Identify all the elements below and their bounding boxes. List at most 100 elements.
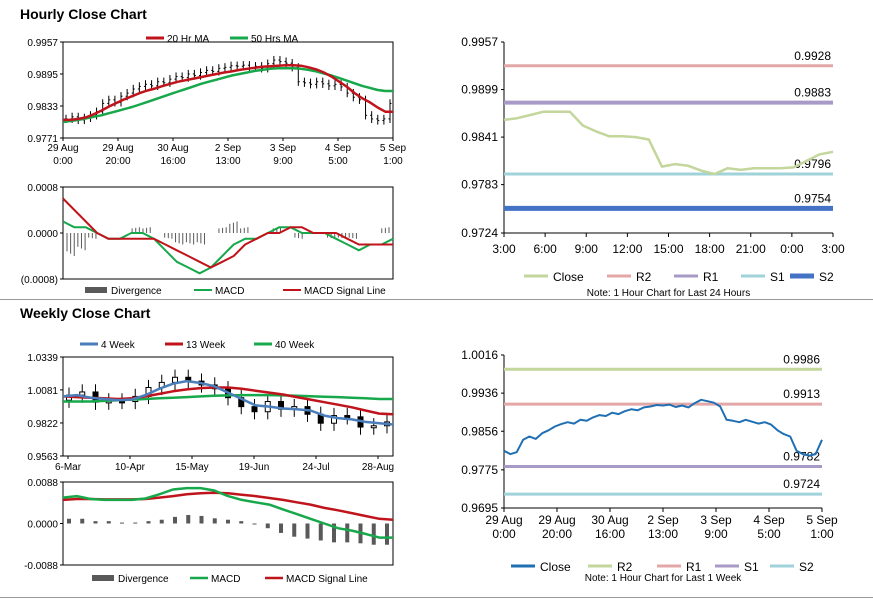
hourly-price-ytick-label: 0.9895	[27, 70, 58, 81]
hourly_levels-ytick-label: 0.9899	[461, 83, 498, 97]
weekly-price-ytick-label: 0.9822	[27, 419, 58, 430]
hourly-20hr-ma-line	[63, 63, 393, 122]
weekly-macd-ytick-label: 0.0000	[27, 520, 58, 531]
hourly_levels-xtick-label: 6:00	[533, 242, 557, 256]
hourly_levels-xtick-label: 3:00	[821, 242, 845, 256]
legend-13-week-label: 13 Week	[186, 340, 226, 351]
weekly-price-xtick-label: 10-Apr	[115, 462, 146, 473]
legend-50hr-ma-label: 50 Hrs MA	[251, 34, 299, 45]
hourly_levels-ytick-label: 0.9841	[461, 130, 498, 144]
legend-weekly-divergence-swatch	[92, 575, 114, 581]
weekly-4-week-line	[62, 379, 394, 426]
hourly-price-xtick-label: 1:00	[383, 156, 403, 167]
hourly-price-ytick-label: 0.9957	[27, 38, 58, 49]
weekly-price-plot	[62, 356, 394, 457]
hourly-macd-line	[62, 220, 394, 275]
legend-hourly-divergence-swatch	[85, 287, 107, 293]
weekly-candle-body	[251, 406, 258, 413]
weekly_levels-r1-value: 0.9913	[783, 387, 820, 401]
weekly_levels-s2-value: 0.9724	[783, 477, 820, 491]
hourly-price-xtick-label: 16:00	[160, 156, 185, 167]
weekly_levels-xtick-label: 3 Sep	[700, 513, 732, 527]
weekly-divergence-bar	[186, 515, 191, 524]
weekly-divergence-bar	[120, 522, 124, 524]
weekly-divergence-bar	[80, 518, 85, 524]
hourly_levels-r2-value: 0.9928	[794, 49, 831, 63]
weekly_levels-note: Note: 1 Hour Chart for Last 1 Week	[585, 573, 743, 584]
weekly_levels-xtick-label: 29 Aug	[538, 513, 575, 527]
weekly_levels-ytick-label: 0.9856	[461, 424, 498, 438]
hourly_levels-legend-r2-label: R2	[636, 270, 652, 284]
hourly-price-xtick-label: 13:00	[215, 156, 240, 167]
weekly_levels-xtick-label: 30 Aug	[591, 513, 628, 527]
hourly-price-xtick-label: 0:00	[53, 156, 73, 167]
hourly-section-title: Hourly Close Chart	[20, 6, 147, 22]
legend-40-week-label: 40 Week	[275, 340, 315, 351]
weekly_levels-xtick-label: 13:00	[648, 527, 678, 541]
hourly-price-xtick-label: 5 Sep	[380, 143, 407, 154]
hourly-price-xtick-label: 3 Sep	[270, 143, 297, 154]
hourly_levels-r1-value: 0.9883	[794, 86, 831, 100]
hourly-price-xtick-label: 2 Sep	[215, 143, 242, 154]
weekly-divergence-bar	[93, 521, 98, 524]
weekly-price-xtick-label: 24-Jul	[302, 462, 329, 473]
weekly-candle-body	[331, 415, 337, 424]
legend-hourly-divergence-label: Divergence	[111, 286, 162, 297]
hourly-price-xtick-label: 5:00	[328, 156, 348, 167]
weekly-divergence-bar	[305, 523, 310, 539]
weekly_levels-xtick-label: 2 Sep	[647, 513, 679, 527]
legend-weekly-divergence-label: Divergence	[118, 574, 169, 585]
hourly_levels-xtick-label: 21:00	[736, 242, 766, 256]
hourly_levels-xtick-label: 0:00	[780, 242, 804, 256]
weekly_levels-legend-s2-label: S2	[799, 560, 814, 574]
hourly_levels-xtick-label: 18:00	[695, 242, 725, 256]
weekly-divergence-bar	[371, 523, 376, 545]
weekly-divergence-bar	[67, 518, 71, 524]
weekly-macd-ytick-label: -0.0088	[24, 561, 58, 572]
hourly-price-xtick-label: 4 Sep	[325, 143, 352, 154]
weekly_levels-xtick-label: 1:00	[810, 527, 834, 541]
hourly_levels-s1-value: 0.9796	[794, 157, 831, 171]
legend-weekly-macd-label: MACD	[211, 574, 240, 585]
hourly_levels-ytick-label: 0.9783	[461, 178, 498, 192]
hourly-price-ytick-label: 0.9833	[27, 102, 58, 113]
weekly-macd-ytick-label: 0.0088	[27, 478, 58, 489]
weekly_levels-xtick-label: 9:00	[704, 527, 728, 541]
weekly-divergence-bar	[199, 515, 204, 524]
legend-hourly-signal-label: MACD Signal Line	[304, 286, 386, 297]
legend-weekly-signal-label: MACD Signal Line	[286, 574, 368, 585]
hourly_levels-xtick-label: 9:00	[575, 242, 599, 256]
weekly-divergence-bar	[345, 523, 350, 543]
hourly-macd-ytick-label: 0.0000	[27, 229, 58, 240]
hourly_levels-xtick-label: 15:00	[653, 242, 683, 256]
hourly_levels-xtick-label: 12:00	[612, 242, 642, 256]
weekly_levels-xtick-label: 20:00	[542, 527, 572, 541]
hourly_levels-legend-r1-label: R1	[703, 270, 719, 284]
weekly_levels-r2-value: 0.9986	[783, 352, 820, 366]
weekly-price-xtick-label: 6-Mar	[55, 462, 82, 473]
weekly_levels-xtick-label: 5:00	[757, 527, 781, 541]
weekly_levels-ytick-label: 0.9936	[461, 386, 498, 400]
hourly_levels-close-line	[503, 110, 834, 176]
weekly_levels-xtick-label: 16:00	[595, 527, 625, 541]
hourly-price-plot	[62, 41, 394, 139]
weekly-macd-line	[62, 486, 393, 539]
weekly-candle-body	[370, 425, 377, 429]
hourly-macd-plot	[62, 186, 394, 280]
hourly_levels-s2-value: 0.9754	[794, 191, 831, 205]
hourly-price-xtick-label: 30 Aug	[157, 143, 188, 154]
weekly_levels-close-line	[503, 398, 823, 457]
hourly-macd-ytick-label: (0.0008)	[21, 275, 58, 286]
legend-4-week-label: 4 Week	[101, 340, 136, 351]
section-divider	[0, 299, 873, 300]
weekly-price-xtick-label: 19-Jun	[239, 462, 270, 473]
weekly-divergence-bar	[318, 523, 323, 541]
hourly-macd-ytick-label: 0.0008	[27, 183, 58, 194]
weekly-divergence-bar	[265, 523, 270, 529]
weekly_levels-legend-s1-label: S1	[744, 560, 759, 574]
hourly_levels-xtick-label: 3:00	[492, 242, 516, 256]
weekly-price-xtick-label: 15-May	[175, 462, 208, 473]
weekly_levels-s1-value: 0.9782	[783, 450, 820, 464]
hourly-price-xtick-label: 29 Aug	[47, 143, 78, 154]
weekly-candle-body	[344, 415, 351, 419]
